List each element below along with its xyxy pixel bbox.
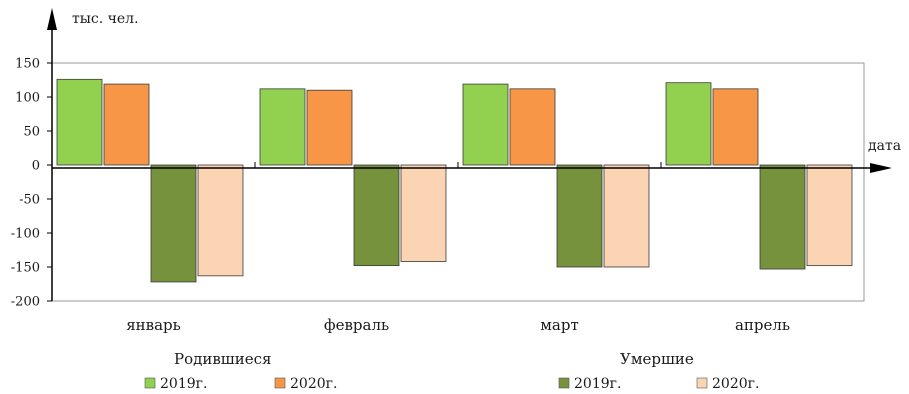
y-unit-label: тыс. чел. xyxy=(72,11,139,27)
x-axis-arrow-icon xyxy=(870,163,892,173)
bar-died-2019-3 xyxy=(556,164,603,268)
y-tick-label: -50 xyxy=(19,193,40,208)
category-labels: январь февраль март апрель xyxy=(126,316,790,334)
category-label: январь xyxy=(126,316,181,334)
legend-swatch-died-2020 xyxy=(696,377,708,389)
bar-died-2020-4 xyxy=(806,164,853,267)
bar-died-2019-2 xyxy=(353,164,400,267)
bar-born-2020-2 xyxy=(306,89,353,166)
x-axis-label: дата xyxy=(868,138,901,154)
category-label: февраль xyxy=(324,316,389,334)
y-axis-ticks: 150 100 50 0 -50 -100 -150 -200 xyxy=(11,57,52,310)
bars-layer xyxy=(56,78,853,283)
y-tick-label: -150 xyxy=(11,261,40,276)
bar-born-2019-2 xyxy=(259,88,306,166)
bar-died-2019-1 xyxy=(150,164,197,283)
y-tick-label: 0 xyxy=(32,159,40,174)
y-tick-label: -100 xyxy=(11,227,40,242)
y-tick-label: 100 xyxy=(15,91,40,106)
y-tick-label: 150 xyxy=(15,57,40,72)
category-label: март xyxy=(540,316,579,334)
bar-born-2019-3 xyxy=(462,83,509,166)
y-axis-arrow-icon xyxy=(47,8,57,30)
bar-died-2020-3 xyxy=(603,164,650,268)
legend-swatch-born-2019 xyxy=(144,377,156,389)
legend: Родившиеся Умершие 2019г. 2020г. 2019г. … xyxy=(144,350,759,392)
bar-born-2019-4 xyxy=(665,82,712,166)
legend-swatch-died-2019 xyxy=(558,377,570,389)
y-tick-label: 50 xyxy=(23,125,40,140)
bar-died-2020-2 xyxy=(400,164,447,262)
legend-label-died-2019: 2019г. xyxy=(574,376,621,392)
legend-label-died-2020: 2020г. xyxy=(712,376,759,392)
legend-swatch-born-2020 xyxy=(274,377,286,389)
bar-born-2020-3 xyxy=(509,88,556,166)
bar-died-2020-1 xyxy=(197,164,244,277)
legend-label-born-2019: 2019г. xyxy=(160,376,207,392)
bar-born-2019-1 xyxy=(56,78,103,166)
bar-born-2020-1 xyxy=(103,83,150,166)
bar-born-2020-4 xyxy=(712,88,759,166)
legend-label-born-2020: 2020г. xyxy=(290,376,337,392)
bar-died-2019-4 xyxy=(759,164,806,270)
legend-title-died: Умершие xyxy=(620,350,694,368)
legend-title-born: Родившиеся xyxy=(174,350,272,368)
y-tick-label: -200 xyxy=(11,295,40,310)
category-label: апрель xyxy=(735,316,790,334)
